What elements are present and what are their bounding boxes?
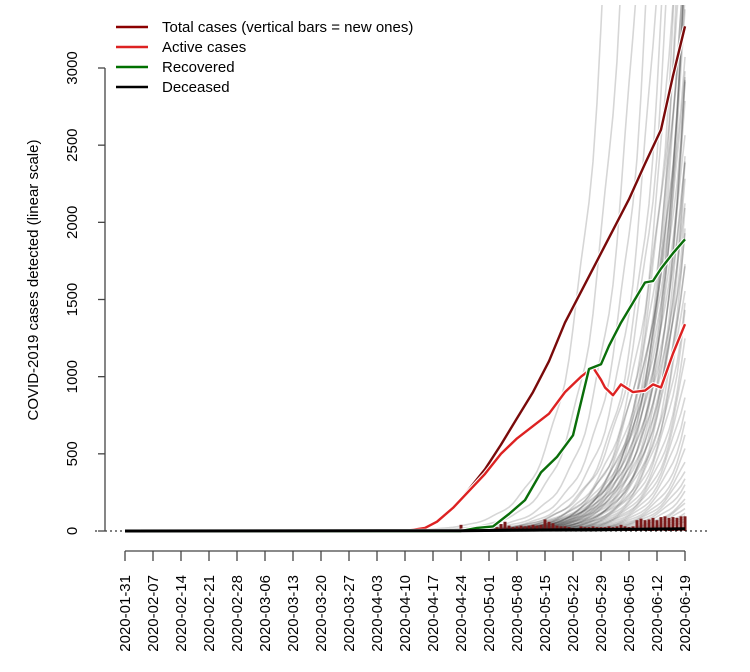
new-cases-bar bbox=[643, 520, 647, 531]
new-cases-bar bbox=[543, 519, 547, 531]
x-tick-label: 2020-04-17 bbox=[425, 575, 442, 652]
new-cases-bar bbox=[519, 525, 523, 531]
y-axis: 0 500 1000 1500 2000 2500 3000 bbox=[64, 51, 106, 535]
new-cases-bar bbox=[507, 525, 511, 531]
background-curve bbox=[389, 5, 637, 532]
new-cases-bar bbox=[655, 520, 659, 531]
x-tick-label: 2020-03-20 bbox=[313, 575, 330, 652]
legend-label: Recovered bbox=[162, 59, 235, 76]
y-tick-label: 0 bbox=[64, 527, 81, 535]
background-curve bbox=[429, 5, 684, 532]
x-tick-label: 2020-04-10 bbox=[397, 575, 414, 652]
background-curve bbox=[425, 5, 684, 532]
legend-label: Deceased bbox=[162, 79, 230, 96]
x-tick-label: 2020-03-06 bbox=[257, 575, 274, 652]
background-curve bbox=[429, 5, 686, 532]
legend-item: Recovered bbox=[116, 59, 235, 76]
legend-item: Deceased bbox=[116, 79, 230, 96]
new-cases-bar bbox=[555, 525, 559, 531]
new-cases-bar bbox=[651, 517, 655, 531]
y-tick-label: 500 bbox=[64, 441, 81, 466]
new-cases-bar bbox=[459, 524, 463, 531]
x-tick-label: 2020-05-29 bbox=[593, 575, 610, 652]
new-cases-bar bbox=[647, 519, 651, 531]
new-cases-bar bbox=[531, 524, 535, 531]
x-tick-label: 2020-05-08 bbox=[509, 575, 526, 652]
new-cases-bar bbox=[503, 521, 507, 531]
x-tick-label: 2020-02-14 bbox=[173, 575, 190, 652]
background-curve bbox=[353, 5, 603, 532]
new-cases-bar bbox=[527, 525, 531, 531]
y-tick-label: 1000 bbox=[64, 360, 81, 393]
background-curves bbox=[353, 5, 686, 532]
background-curve bbox=[425, 5, 682, 532]
recovered-line bbox=[125, 238, 686, 533]
x-tick-label: 2020-01-31 bbox=[117, 575, 134, 652]
total-cases-line bbox=[125, 26, 687, 533]
x-tick-label: 2020-06-12 bbox=[649, 575, 666, 652]
new-cases-bar bbox=[547, 521, 551, 531]
new-cases-bar bbox=[551, 523, 555, 531]
x-tick-label: 2020-02-28 bbox=[229, 575, 246, 652]
new-cases-bar bbox=[675, 517, 679, 531]
x-axis: 2020-01-31 2020-02-07 2020-02-14 2020-02-21… bbox=[117, 550, 694, 652]
y-axis-title: COVID-2019 cases detected (linear scale) bbox=[25, 140, 42, 421]
x-tick-label: 2020-02-21 bbox=[201, 575, 218, 652]
new-cases-bar bbox=[659, 517, 663, 531]
x-tick-label: 2020-05-01 bbox=[481, 575, 498, 652]
deceased-line bbox=[124, 527, 686, 533]
x-tick-label: 2020-06-19 bbox=[677, 575, 694, 652]
legend-item: Total cases (vertical bars = new ones) bbox=[116, 19, 413, 36]
new-cases-bar bbox=[679, 516, 683, 531]
new-cases-bar bbox=[635, 520, 639, 531]
new-cases-bar bbox=[667, 517, 671, 531]
highlighted-series bbox=[124, 25, 688, 534]
y-tick-label: 3000 bbox=[64, 51, 81, 84]
new-cases-bar bbox=[539, 524, 543, 531]
legend-label: Total cases (vertical bars = new ones) bbox=[162, 19, 413, 36]
x-tick-label: 2020-02-07 bbox=[145, 575, 162, 652]
y-tick-label: 2000 bbox=[64, 206, 81, 239]
x-tick-label: 2020-03-13 bbox=[285, 575, 302, 652]
x-tick-label: 2020-04-03 bbox=[369, 575, 386, 652]
legend: Total cases (vertical bars = new ones) Ac… bbox=[116, 19, 413, 96]
total-cases-halo bbox=[125, 25, 688, 534]
x-tick-label: 2020-04-24 bbox=[453, 575, 470, 652]
new-cases-bar bbox=[683, 516, 687, 531]
new-cases-bar bbox=[535, 525, 539, 531]
x-tick-label: 2020-05-22 bbox=[565, 575, 582, 652]
new-cases-bar bbox=[639, 518, 643, 531]
active-cases-line bbox=[125, 323, 687, 533]
y-tick-label: 1500 bbox=[64, 283, 81, 316]
new-cases-bar bbox=[671, 517, 675, 531]
legend-item: Active cases bbox=[116, 39, 246, 56]
y-tick-label: 2500 bbox=[64, 128, 81, 161]
new-cases-bar bbox=[663, 516, 667, 531]
new-cases-bar bbox=[499, 524, 503, 531]
x-tick-label: 2020-06-05 bbox=[621, 575, 638, 652]
legend-label: Active cases bbox=[162, 39, 246, 56]
x-tick-label: 2020-03-27 bbox=[341, 575, 358, 652]
background-curve bbox=[449, 79, 686, 532]
x-tick-label: 2020-05-15 bbox=[537, 575, 554, 652]
